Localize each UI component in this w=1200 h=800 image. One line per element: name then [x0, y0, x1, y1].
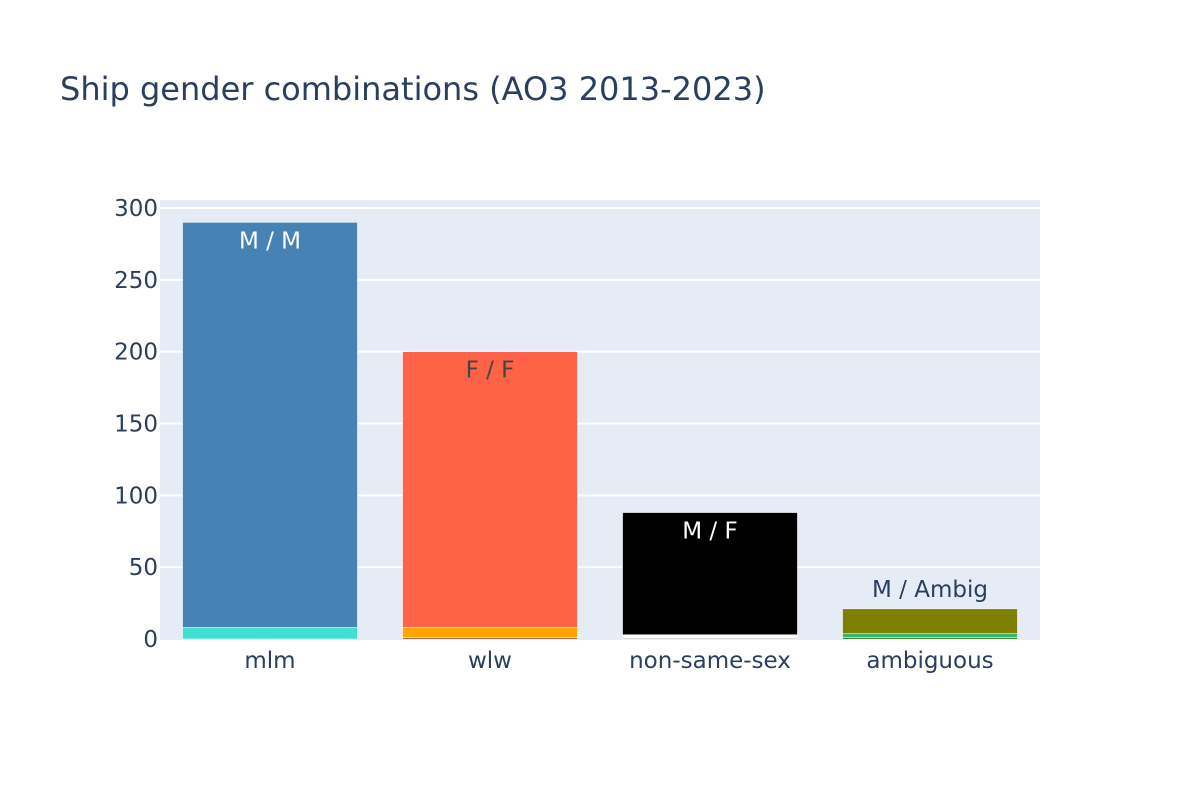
bar-segment [622, 634, 798, 638]
bar-label: M / F [682, 519, 737, 545]
bar-segment [842, 608, 1018, 634]
y-tick-label: 150 [114, 412, 158, 438]
bar-label: F / F [466, 358, 515, 384]
bar-segment [182, 222, 358, 628]
y-tick-label: 200 [114, 340, 158, 366]
y-tick-label: 0 [143, 627, 158, 653]
bar-labels: M / M F / F M / F M / Ambig [239, 228, 988, 602]
y-tick-label: 100 [114, 483, 158, 509]
x-axis-ticks: mlm wlw non-same-sex ambiguous [244, 648, 993, 674]
x-tick-label: mlm [244, 648, 295, 674]
y-tick-label: 250 [114, 268, 158, 294]
bar-segment [622, 512, 798, 635]
x-tick-label: ambiguous [866, 648, 993, 674]
bar-label: M / Ambig [872, 577, 988, 603]
y-axis-ticks: 0 50 100 150 200 250 300 [114, 196, 158, 653]
x-tick-label: non-same-sex [629, 648, 791, 674]
y-tick-label: 300 [114, 196, 158, 222]
bar-segment [842, 633, 1018, 638]
x-tick-label: wlw [468, 648, 512, 674]
bar-segment [402, 351, 578, 628]
chart-title: Ship gender combinations (AO3 2013-2023) [60, 70, 766, 108]
bars [182, 222, 1018, 640]
bar-segment [182, 627, 358, 640]
y-tick-label: 50 [129, 555, 158, 581]
bar-segment [402, 627, 578, 638]
bar-label: M / M [239, 228, 301, 254]
